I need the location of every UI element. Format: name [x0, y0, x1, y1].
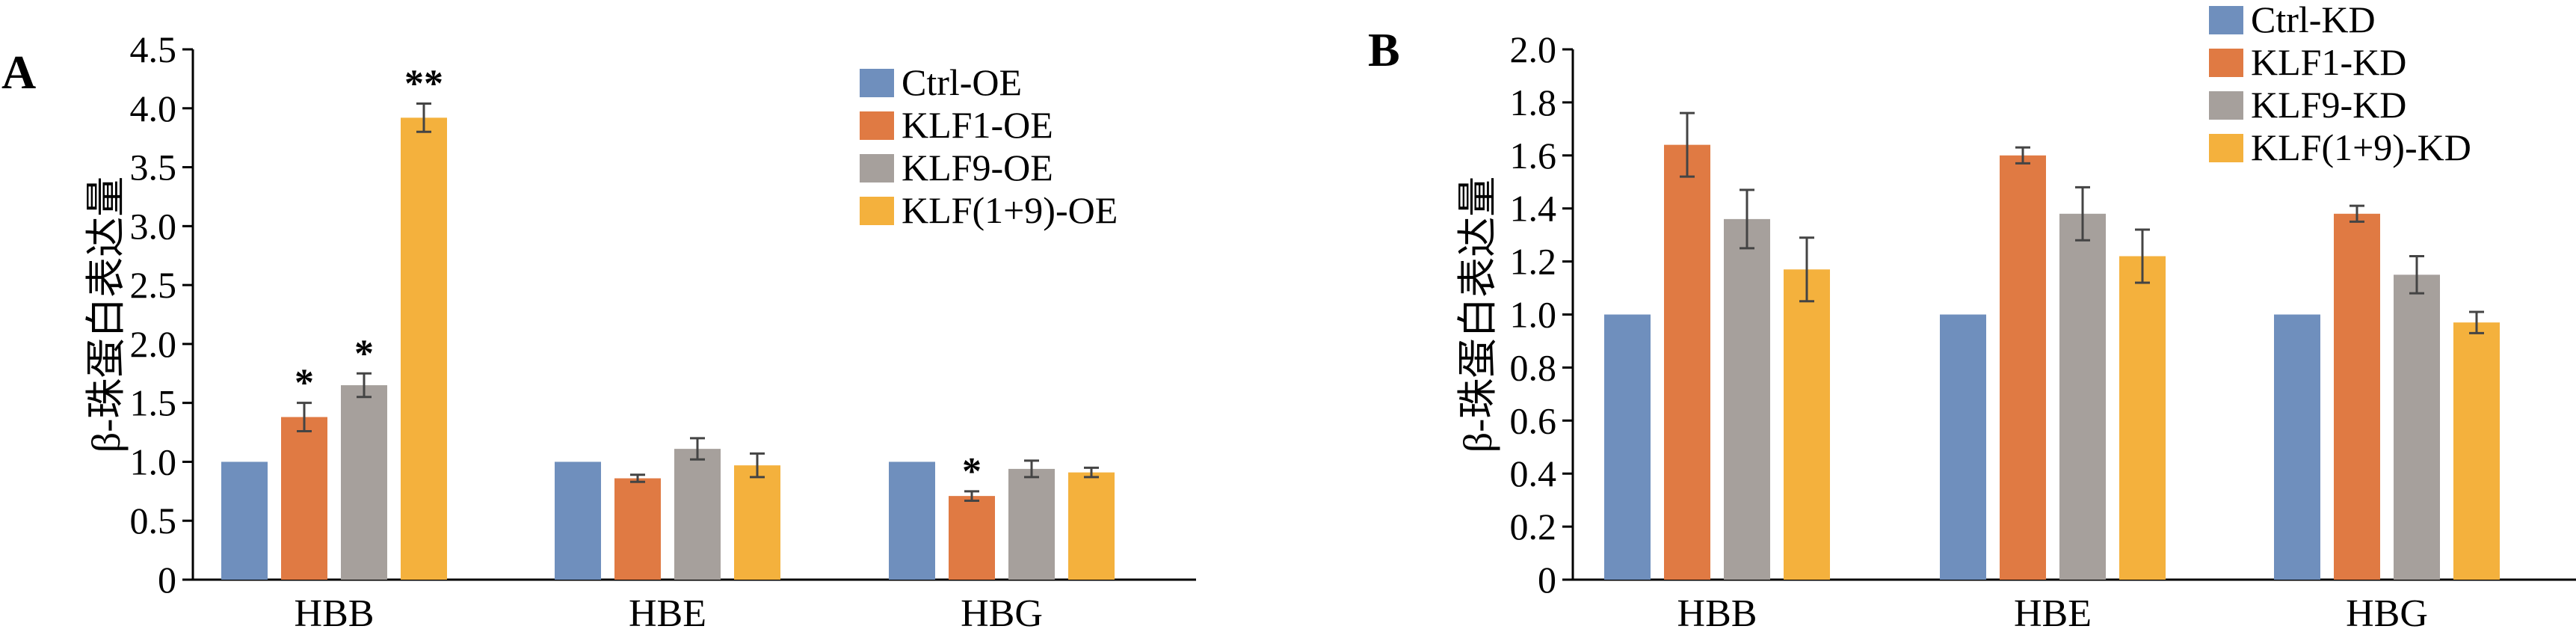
- x-tick-label: HBE: [629, 592, 706, 635]
- bar-hbg-series-2: [1008, 468, 1055, 580]
- y-tick-label: 3.5: [130, 147, 177, 188]
- y-tick-label: 3.0: [130, 205, 177, 247]
- y-tick-label: 1.0: [130, 441, 177, 482]
- legend-swatch: [2209, 91, 2243, 120]
- y-tick-label: 0.4: [1510, 453, 1557, 494]
- y-tick-label: 0: [1538, 559, 1556, 601]
- bar-hbb-series-0: [1604, 314, 1651, 580]
- y-tick-label: 1.2: [1510, 241, 1557, 283]
- bar-hbb-series-0: [221, 461, 268, 580]
- bar-hbe-series-3: [2119, 256, 2166, 580]
- legend-label: KLF(1+9)-OE: [902, 189, 1118, 231]
- x-tick-label: HBB: [295, 592, 375, 635]
- y-axis-title: β-珠蛋白表达量: [84, 177, 129, 453]
- legend-swatch: [2209, 49, 2243, 77]
- x-tick-label: HBG: [2346, 592, 2428, 635]
- bar-hbg-series-3: [2453, 322, 2500, 580]
- y-tick-label: 1.5: [130, 382, 177, 424]
- legend-label: KLF1-OE: [902, 104, 1053, 146]
- legend-swatch: [860, 197, 894, 225]
- panel-b-letter: B: [1368, 23, 1400, 76]
- bar-hbb-series-3: [401, 117, 447, 580]
- bar-hbb-series-2: [1724, 218, 1770, 580]
- y-tick-label: 0.8: [1510, 346, 1557, 388]
- y-tick-label: 2.5: [130, 264, 177, 306]
- bar-hbe-series-0: [1940, 314, 1986, 580]
- y-tick-label: 4.5: [130, 28, 177, 70]
- y-tick-label: 1.6: [1510, 135, 1557, 177]
- y-tick-label: 0.2: [1510, 506, 1557, 547]
- bar-hbb-series-1: [281, 417, 327, 580]
- chart-b: 0 0.2 0.4 0.6 0.8 1.0 1.2 1.4 1.6 1.8 2.0 β-珠蛋白表达量 H…: [1455, 0, 2576, 635]
- chart-a: 00.51.01.52.02.53.03.54.04.5β-珠蛋白表达量 ****…: [84, 28, 1196, 635]
- legend-swatch: [2209, 134, 2243, 162]
- x-tick-label: HBG: [961, 592, 1043, 635]
- legend-swatch: [860, 69, 894, 97]
- bar-hbg-series-3: [1068, 472, 1115, 580]
- bar-hbe-series-2: [2059, 213, 2106, 580]
- legend-swatch: [860, 111, 894, 140]
- bar-hbg-series-2: [2394, 274, 2440, 580]
- y-tick-label: 0.6: [1510, 399, 1557, 441]
- y-tick-label: 0.5: [130, 500, 177, 542]
- legend-label: KLF9-KD: [2251, 84, 2406, 126]
- x-tick-label: HBE: [2014, 592, 2092, 635]
- x-tick-label: HBB: [1677, 592, 1757, 635]
- bar-hbb-series-1: [1664, 144, 1710, 580]
- significance-mark: *: [962, 450, 982, 493]
- y-tick-label: 4.0: [130, 88, 177, 129]
- legend-label: KLF9-OE: [902, 147, 1053, 188]
- legend-label: Ctrl-OE: [902, 61, 1022, 103]
- y-tick-label: 1.4: [1510, 188, 1557, 230]
- legend-label: KLF1-KD: [2251, 41, 2406, 83]
- bar-hbg-series-1: [2334, 213, 2380, 580]
- bar-hbe-series-2: [674, 449, 721, 580]
- legend-label: Ctrl-KD: [2251, 0, 2376, 40]
- bar-hbg-series-1: [949, 496, 995, 580]
- significance-mark: *: [295, 362, 314, 405]
- y-tick-label: 0: [158, 559, 176, 601]
- bar-hbe-series-3: [734, 465, 780, 580]
- bar-hbb-series-2: [341, 385, 387, 580]
- significance-mark: **: [404, 62, 443, 105]
- legend-swatch: [860, 154, 894, 182]
- significance-mark: *: [354, 332, 374, 375]
- bar-hbb-series-3: [1784, 269, 1830, 580]
- bar-hbe-series-1: [2000, 155, 2046, 580]
- bar-hbg-series-0: [889, 461, 935, 580]
- bar-hbe-series-0: [555, 461, 601, 580]
- panel-a-letter: A: [1, 46, 36, 99]
- bar-hbe-series-1: [614, 478, 661, 580]
- y-tick-label: 2.0: [130, 323, 177, 365]
- legend-label: KLF(1+9)-KD: [2251, 126, 2471, 168]
- y-axis-title: β-珠蛋白表达量: [1455, 177, 1500, 453]
- bar-hbg-series-0: [2274, 314, 2320, 580]
- legend-swatch: [2209, 6, 2243, 34]
- y-tick-label: 2.0: [1510, 28, 1557, 70]
- y-tick-label: 1.8: [1510, 82, 1557, 123]
- y-tick-label: 1.0: [1510, 294, 1557, 336]
